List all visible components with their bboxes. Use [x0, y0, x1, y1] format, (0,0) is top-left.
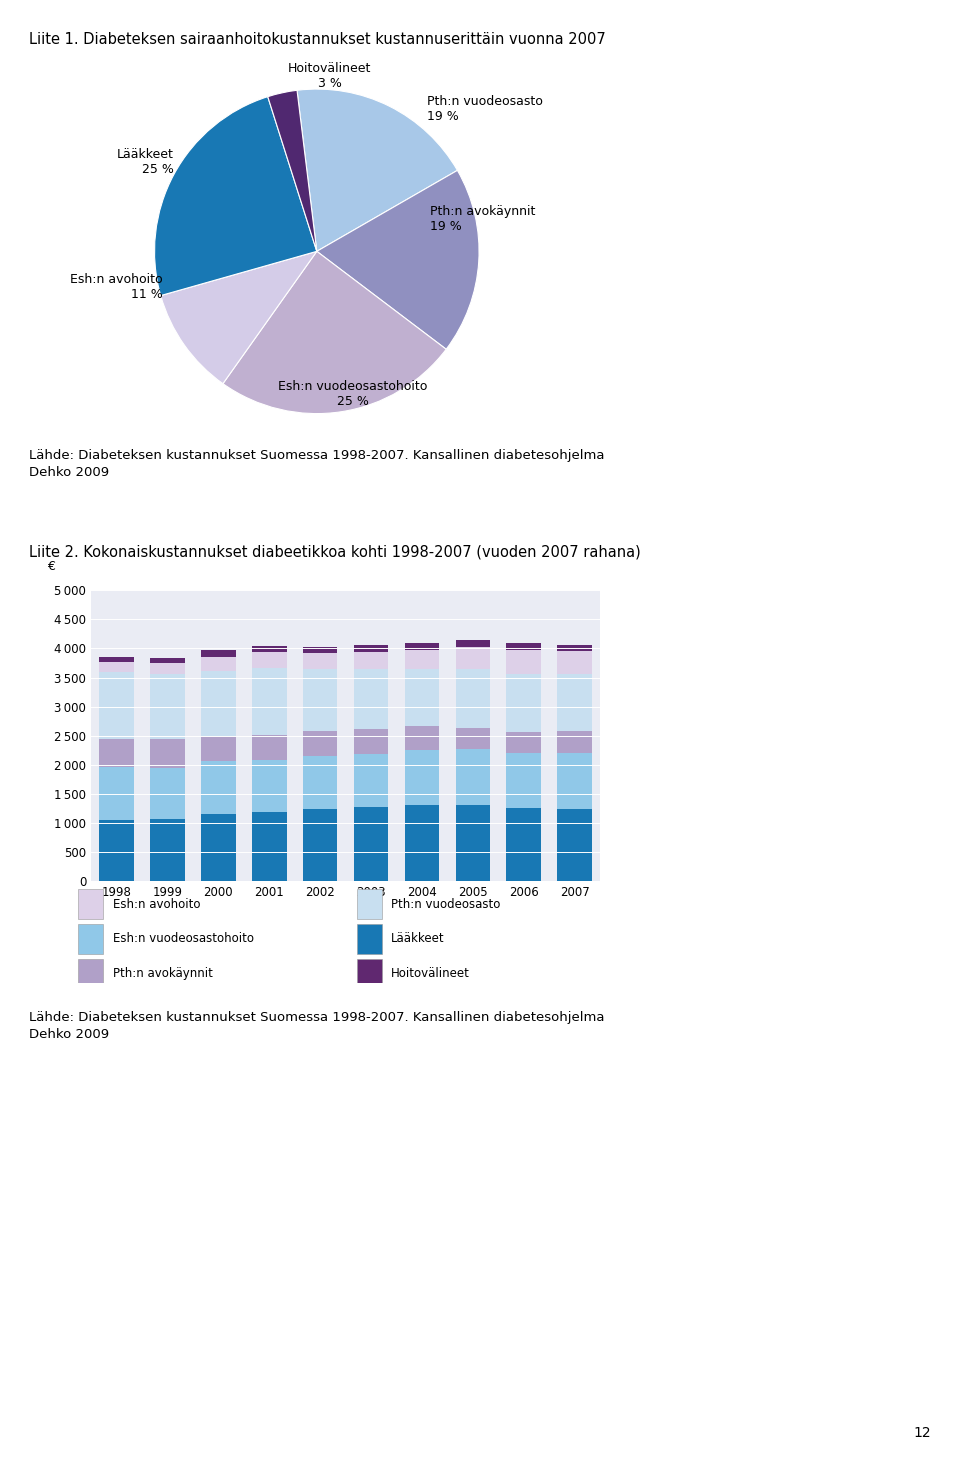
Text: €: € [46, 559, 55, 573]
Wedge shape [160, 252, 317, 383]
Bar [252, 812, 287, 881]
Bar [404, 806, 440, 881]
Wedge shape [268, 90, 317, 252]
Bar [99, 672, 134, 739]
Bar [302, 653, 338, 669]
Wedge shape [317, 170, 479, 350]
Bar [79, 889, 104, 919]
Bar [557, 651, 592, 675]
Bar [79, 924, 104, 954]
Bar [455, 640, 491, 647]
Text: Esh:n vuodeosastohoito: Esh:n vuodeosastohoito [113, 932, 253, 946]
Bar [357, 959, 382, 988]
Bar [99, 820, 134, 881]
Bar [455, 727, 491, 749]
Bar [506, 643, 541, 650]
Text: Pth:n vuodeosasto
19 %: Pth:n vuodeosasto 19 % [427, 95, 543, 122]
Bar [150, 663, 185, 675]
Bar [506, 753, 541, 809]
Text: Esh:n vuodeosastohoito
25 %: Esh:n vuodeosastohoito 25 % [277, 380, 427, 408]
Bar [557, 645, 592, 651]
Bar [150, 657, 185, 663]
Bar [302, 809, 338, 881]
Bar [201, 670, 236, 736]
Text: Esh:n avohoito
11 %: Esh:n avohoito 11 % [70, 272, 162, 302]
Text: Pth:n avokäynnit
19 %: Pth:n avokäynnit 19 % [430, 205, 536, 233]
Bar [99, 663, 134, 672]
Bar [150, 768, 185, 819]
Text: Pth:n vuodeosasto: Pth:n vuodeosasto [392, 898, 500, 911]
Bar [557, 731, 592, 753]
Bar [557, 753, 592, 809]
Bar [506, 675, 541, 731]
Wedge shape [223, 252, 446, 414]
Bar [353, 651, 389, 669]
Bar [201, 762, 236, 814]
Text: 12: 12 [914, 1425, 931, 1440]
Bar [252, 669, 287, 734]
Bar [404, 669, 440, 727]
Text: Pth:n avokäynnit: Pth:n avokäynnit [113, 967, 213, 981]
Text: Hoitovälineet: Hoitovälineet [392, 967, 470, 981]
Text: Lähde: Diabeteksen kustannukset Suomessa 1998-2007. Kansallinen diabetesohjelma
: Lähde: Diabeteksen kustannukset Suomessa… [29, 449, 604, 479]
Bar [506, 650, 541, 675]
Bar [302, 647, 338, 653]
Bar [353, 807, 389, 881]
Bar [506, 731, 541, 753]
Bar [201, 814, 236, 881]
Text: Esh:n avohoito: Esh:n avohoito [113, 898, 201, 911]
Bar [302, 731, 338, 756]
Bar [353, 753, 389, 807]
Bar [252, 645, 287, 653]
Text: Liite 2. Kokonaiskustannukset diabeetikkoa kohti 1998-2007 (vuoden 2007 rahana): Liite 2. Kokonaiskustannukset diabeetikk… [29, 545, 640, 559]
Text: Lähde: Diabeteksen kustannukset Suomessa 1998-2007. Kansallinen diabetesohjelma
: Lähde: Diabeteksen kustannukset Suomessa… [29, 1011, 604, 1042]
Bar [302, 756, 338, 809]
Bar [404, 727, 440, 750]
Text: Lääkkeet
25 %: Lääkkeet 25 % [117, 149, 174, 176]
Bar [252, 734, 287, 759]
Bar [353, 645, 389, 651]
Bar [557, 809, 592, 881]
Bar [404, 650, 440, 669]
Bar [252, 759, 287, 812]
Text: Lääkkeet: Lääkkeet [392, 932, 444, 946]
Bar [353, 669, 389, 730]
Bar [150, 675, 185, 739]
Bar [79, 959, 104, 988]
Text: Hoitovälineet
3 %: Hoitovälineet 3 % [288, 63, 372, 90]
Bar [455, 749, 491, 804]
Bar [357, 924, 382, 954]
Bar [201, 657, 236, 670]
Bar [455, 804, 491, 881]
Bar [99, 739, 134, 768]
Text: Liite 1. Diabeteksen sairaanhoitokustannukset kustannuserittäin vuonna 2007: Liite 1. Diabeteksen sairaanhoitokustann… [29, 32, 606, 47]
Bar [201, 736, 236, 762]
Bar [150, 819, 185, 881]
Wedge shape [297, 89, 457, 252]
Bar [302, 669, 338, 731]
Bar [99, 657, 134, 663]
Bar [404, 750, 440, 806]
Bar [455, 647, 491, 669]
Bar [506, 809, 541, 881]
Bar [455, 669, 491, 727]
Bar [357, 889, 382, 919]
Bar [252, 653, 287, 669]
Bar [557, 675, 592, 731]
Bar [404, 643, 440, 650]
Bar [201, 650, 236, 657]
Bar [150, 739, 185, 768]
Bar [99, 768, 134, 820]
Wedge shape [155, 96, 317, 296]
Bar [353, 730, 389, 753]
